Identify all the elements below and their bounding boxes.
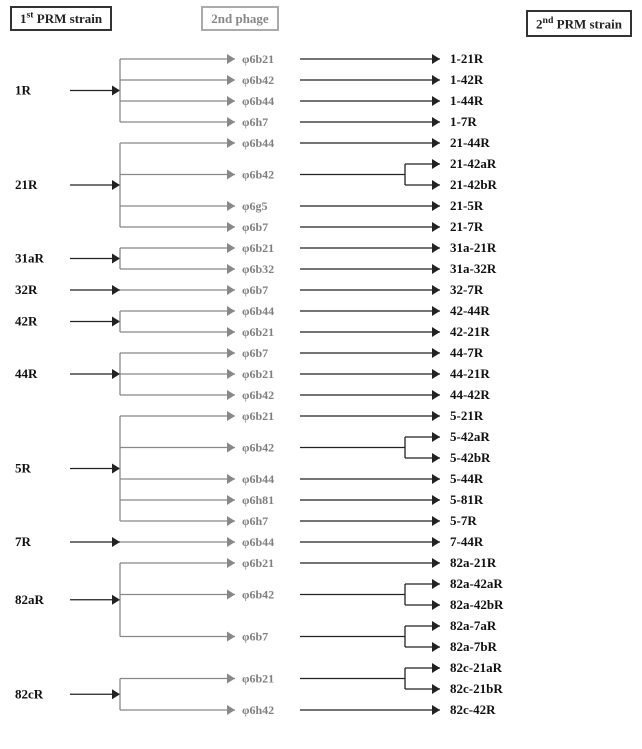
phage-label: φ6b7 bbox=[242, 283, 268, 297]
strain-label: 32R bbox=[15, 282, 38, 297]
output-strain-label: 1-44R bbox=[450, 93, 484, 108]
output-strain-label: 32-7R bbox=[450, 282, 484, 297]
output-strain-label: 44-42R bbox=[450, 387, 490, 402]
phage-label: φ6b21 bbox=[242, 409, 274, 423]
phage-label: φ6h42 bbox=[242, 703, 274, 717]
phage-label: φ6h7 bbox=[242, 115, 268, 129]
phage-label: φ6b44 bbox=[242, 472, 274, 486]
phage-label: φ6b42 bbox=[242, 168, 274, 182]
output-strain-label: 31a-21R bbox=[450, 240, 497, 255]
strain-label: 42R bbox=[15, 314, 38, 329]
phage-label: φ6b21 bbox=[242, 672, 274, 686]
phage-label: φ6b32 bbox=[242, 262, 274, 276]
phage-label: φ6b21 bbox=[242, 367, 274, 381]
strain-label: 7R bbox=[15, 534, 32, 549]
output-strain-label: 82c-42R bbox=[450, 702, 496, 717]
col3-header: 2nd PRM strain bbox=[526, 10, 632, 37]
phage-label: φ6b42 bbox=[242, 588, 274, 602]
strain-label: 31aR bbox=[15, 251, 45, 266]
output-strain-label: 5-42bR bbox=[450, 450, 491, 465]
output-strain-label: 21-5R bbox=[450, 198, 484, 213]
col3-header-wrap: 2nd PRM strain bbox=[340, 10, 632, 37]
output-strain-label: 82a-7aR bbox=[450, 618, 497, 633]
phage-label: φ6b42 bbox=[242, 441, 274, 455]
output-strain-label: 82a-42bR bbox=[450, 597, 504, 612]
output-strain-label: 44-7R bbox=[450, 345, 484, 360]
phage-label: φ6b42 bbox=[242, 73, 274, 87]
phage-label: φ6b44 bbox=[242, 535, 274, 549]
output-strain-label: 21-7R bbox=[450, 219, 484, 234]
output-strain-label: 5-81R bbox=[450, 492, 484, 507]
output-strain-label: 21-42bR bbox=[450, 177, 498, 192]
phage-label: φ6b7 bbox=[242, 346, 268, 360]
header-row: 1st PRM strain 2nd phage 2nd PRM strain bbox=[10, 10, 632, 37]
output-strain-label: 42-21R bbox=[450, 324, 490, 339]
output-strain-label: 82c-21bR bbox=[450, 681, 503, 696]
output-strain-label: 1-21R bbox=[450, 51, 484, 66]
phage-label: φ6b42 bbox=[242, 388, 274, 402]
output-strain-label: 5-44R bbox=[450, 471, 484, 486]
phage-label: φ6b44 bbox=[242, 304, 274, 318]
diagram: 1-21R φ6b21 1-42R φ6b42 1-44R φ6b44 1-7R φ6h7 1R… bbox=[10, 47, 632, 739]
phage-label: φ6b21 bbox=[242, 325, 274, 339]
strain-label: 44R bbox=[15, 366, 38, 381]
phage-label: φ6g5 bbox=[242, 199, 268, 213]
col1-header-wrap: 1st PRM strain bbox=[10, 10, 140, 37]
output-strain-label: 82a-21R bbox=[450, 555, 497, 570]
output-strain-label: 42-44R bbox=[450, 303, 490, 318]
output-strain-label: 82a-7bR bbox=[450, 639, 498, 654]
strain-label: 82aR bbox=[15, 592, 45, 607]
output-strain-label: 82c-21aR bbox=[450, 660, 503, 675]
output-strain-label: 44-21R bbox=[450, 366, 490, 381]
output-strain-label: 5-42aR bbox=[450, 429, 490, 444]
strain-label: 82cR bbox=[15, 687, 44, 702]
phage-label: φ6b7 bbox=[242, 630, 268, 644]
output-strain-label: 1-42R bbox=[450, 72, 484, 87]
output-strain-label: 5-7R bbox=[450, 513, 477, 528]
phage-label: φ6b7 bbox=[242, 220, 268, 234]
col2-header-wrap: 2nd phage bbox=[140, 10, 340, 37]
phage-label: φ6h81 bbox=[242, 493, 274, 507]
strain-label: 1R bbox=[15, 83, 32, 98]
strain-label: 5R bbox=[15, 461, 32, 476]
col2-header: 2nd phage bbox=[201, 6, 278, 31]
output-strain-label: 21-42aR bbox=[450, 156, 497, 171]
phage-label: φ6b44 bbox=[242, 94, 274, 108]
output-strain-label: 7-44R bbox=[450, 534, 484, 549]
phage-label: φ6b21 bbox=[242, 556, 274, 570]
col1-header: 1st PRM strain bbox=[10, 6, 112, 31]
output-strain-label: 1-7R bbox=[450, 114, 477, 129]
phage-label: φ6b44 bbox=[242, 136, 274, 150]
output-strain-label: 5-21R bbox=[450, 408, 484, 423]
output-strain-label: 31a-32R bbox=[450, 261, 497, 276]
strain-label: 21R bbox=[15, 177, 38, 192]
output-strain-label: 21-44R bbox=[450, 135, 490, 150]
phage-label: φ6b21 bbox=[242, 241, 274, 255]
output-strain-label: 82a-42aR bbox=[450, 576, 503, 591]
phage-label: φ6h7 bbox=[242, 514, 268, 528]
phage-label: φ6b21 bbox=[242, 52, 274, 66]
